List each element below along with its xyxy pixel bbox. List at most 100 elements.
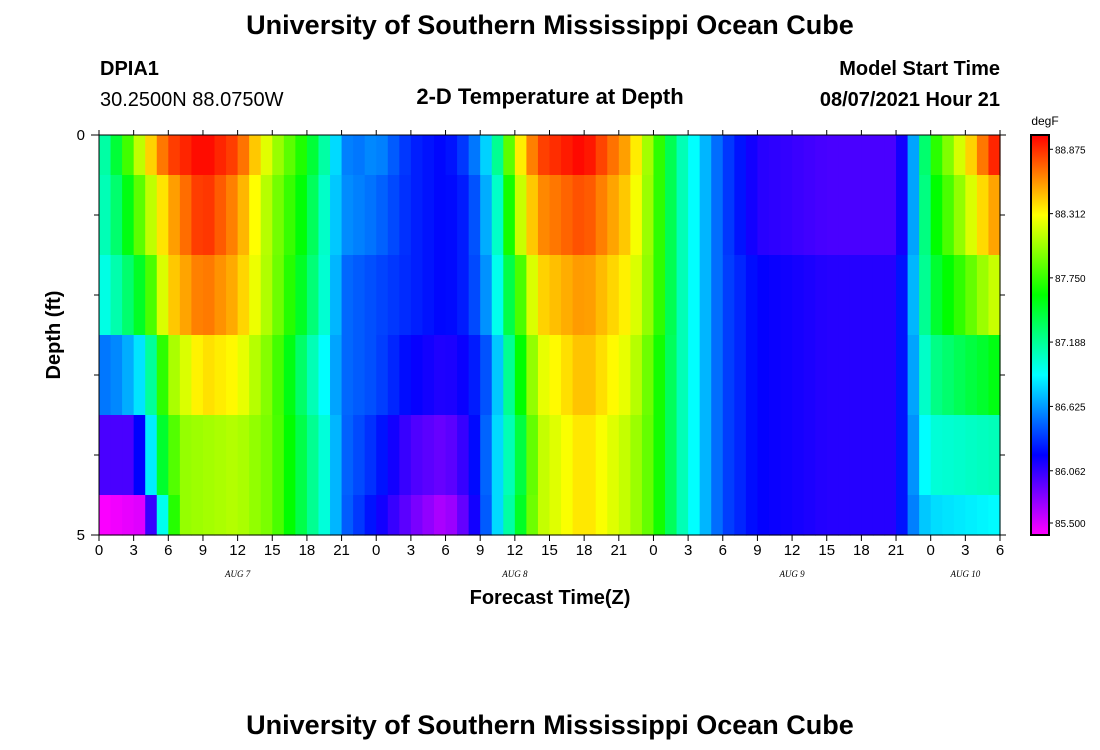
heatmap-cell [699, 415, 712, 496]
heatmap-cell [930, 135, 943, 176]
heatmap-cell [988, 255, 1001, 336]
heatmap-cell [399, 335, 412, 416]
heatmap-cell [318, 135, 331, 176]
heatmap-cell [803, 415, 816, 496]
heatmap-cell [549, 495, 562, 536]
heatmap-cell [930, 255, 943, 336]
colorbar-tick-label: 86.625 [1055, 402, 1086, 413]
colorbar-tick-label: 86.062 [1055, 467, 1086, 478]
heatmap-cell [503, 135, 516, 176]
heatmap-cell [826, 255, 839, 336]
x-axis-label: Forecast Time(Z) [470, 587, 631, 609]
heatmap-cell [364, 335, 377, 416]
heatmap-cell [665, 255, 678, 336]
heatmap-cell [584, 175, 597, 256]
heatmap-cell [699, 135, 712, 176]
heatmap-cell [445, 415, 458, 496]
heatmap-cell [665, 415, 678, 496]
heatmap-cell [503, 495, 516, 536]
heatmap-cell [780, 135, 793, 176]
figure-title: University of Southern Mississippi Ocean… [246, 10, 854, 40]
heatmap-cell [330, 495, 343, 536]
heatmap-cell [318, 415, 331, 496]
heatmap-cell [976, 495, 990, 536]
heatmap-cell [202, 495, 216, 536]
heatmap-cell [838, 415, 851, 496]
heatmap-cell [526, 135, 539, 176]
heatmap-cell [976, 135, 990, 176]
heatmap-cell [168, 175, 181, 256]
heatmap-cell [191, 255, 204, 336]
heatmap-cell [549, 255, 562, 336]
heatmap-cell [826, 415, 839, 496]
heatmap-cell [179, 415, 193, 496]
heatmap-cell [561, 255, 574, 336]
y-axis-label: Depth (ft) [43, 291, 65, 380]
heatmap-cell [792, 135, 805, 176]
heatmap-cell [226, 335, 239, 416]
heatmap-cell [815, 135, 828, 176]
heatmap-cell [607, 175, 620, 256]
heatmap-cell [387, 255, 400, 336]
heatmap-cell [445, 135, 458, 176]
heatmap-cell [353, 495, 366, 536]
heatmap-cell [364, 495, 377, 536]
heatmap-cell [318, 175, 331, 256]
heatmap-cell [884, 255, 897, 336]
heatmap-cell [815, 415, 828, 496]
heatmap-cell [884, 415, 897, 496]
heatmap-cell [341, 135, 354, 176]
heatmap-cell [457, 175, 470, 256]
heatmap-cell [480, 175, 493, 256]
heatmap-cell [295, 495, 308, 536]
heatmap-cell [399, 415, 412, 496]
heatmap-cell [849, 335, 862, 416]
heatmap-cell [168, 335, 181, 416]
heatmap-cell [226, 415, 239, 496]
heatmap-cell [457, 495, 470, 536]
x-axis: 0 3 6 9 12 15 18 21 0 3 6 9 12 15 18 21 0 3 6 9 12 15 18 21 0 3 6 A… [95, 130, 1004, 579]
heatmap-cell [861, 135, 874, 176]
heatmap-cell [480, 415, 493, 496]
heatmap-cell [953, 495, 966, 536]
heatmap-cell [179, 335, 193, 416]
heatmap-cell [480, 335, 493, 416]
heatmap-cell [907, 175, 920, 256]
heatmap-cell [699, 255, 712, 336]
heatmap-cell [387, 415, 400, 496]
heatmap-cell [803, 135, 816, 176]
heatmap-cell [156, 135, 169, 176]
heatmap-cell [318, 335, 331, 416]
x-tick-label: 3 [407, 542, 415, 559]
heatmap-cell [630, 175, 643, 256]
heatmap-cell [202, 415, 216, 496]
heatmap-cell [965, 495, 978, 536]
heatmap-cell [179, 255, 193, 336]
heatmap-cell [745, 495, 759, 536]
heatmap-cell [260, 175, 273, 256]
heatmap-cell [942, 335, 955, 416]
heatmap-cell [410, 415, 424, 496]
heatmap-cell [133, 415, 146, 496]
heatmap-cell [676, 135, 689, 176]
heatmap-cell [953, 335, 966, 416]
heatmap-cell [457, 135, 470, 176]
x-date-label: AUG 7 [224, 569, 251, 579]
heatmap-cell [295, 135, 308, 176]
heatmap-cell [653, 135, 666, 176]
heatmap-cell [907, 415, 920, 496]
heatmap-cell [942, 415, 955, 496]
heatmap-cell [99, 175, 112, 256]
heatmap-cell [399, 255, 412, 336]
heatmap-cell [526, 255, 539, 336]
heatmap-cell [653, 175, 666, 256]
heatmap-cell [341, 255, 354, 336]
heatmap-cell [688, 415, 701, 496]
heatmap-cell [330, 255, 343, 336]
heatmap-cell [768, 495, 782, 536]
heatmap-cell [422, 135, 435, 176]
heatmap-cell [156, 415, 169, 496]
heatmap-cell [480, 495, 493, 536]
heatmap-cell [699, 495, 712, 536]
